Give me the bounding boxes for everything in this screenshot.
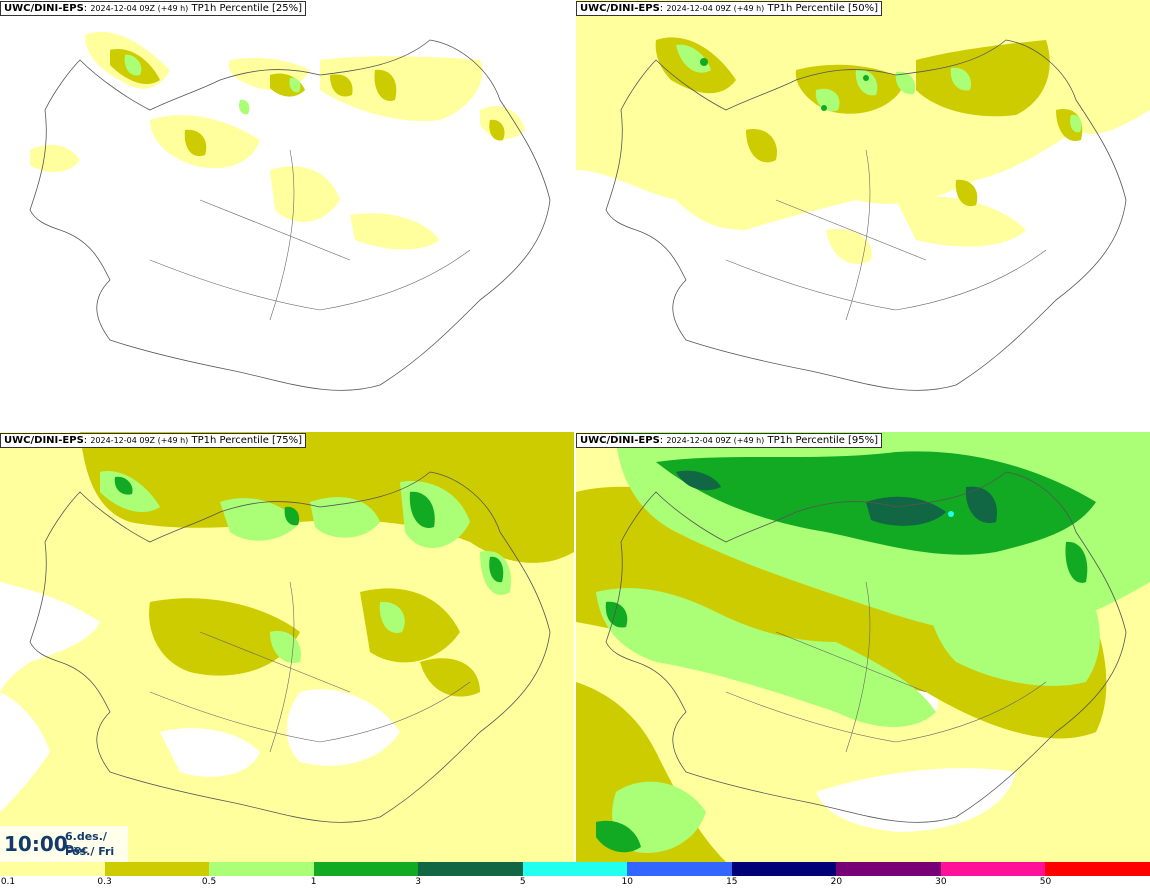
legend-swatch <box>418 862 523 876</box>
panel-meta: 2024-12-04 09Z (+49 h) <box>666 4 765 13</box>
legend-tick-label: 5 <box>519 877 526 887</box>
legend-swatch <box>522 862 628 876</box>
panel-brand: UWC/DINI-EPS <box>580 3 660 14</box>
legend-swatch <box>104 862 210 876</box>
panel-brand: UWC/DINI-EPS <box>580 435 660 446</box>
precip-map-p25 <box>29 31 551 391</box>
legend-swatch <box>0 862 105 876</box>
legend-tick-label: 50 <box>1039 877 1052 887</box>
legend-tick-label: 30 <box>935 877 947 887</box>
legend-tick-label: 0.3 <box>97 877 112 887</box>
legend-swatch <box>731 862 837 876</box>
panel-title: UWC/DINI-EPS: 2024-12-04 09Z (+49 h) TP1… <box>576 433 883 448</box>
valid-date-line2: Fös./ Fri <box>65 845 115 858</box>
legend-tick-label: 1 <box>310 877 317 887</box>
map-panel-p25: UWC/DINI-EPS: 2024-12-04 09Z (+49 h) TP1… <box>0 0 574 430</box>
legend-tick-label: 0.1 <box>0 877 16 887</box>
map-panel-p50: UWC/DINI-EPS: 2024-12-04 09Z (+49 h) TP1… <box>576 0 1150 430</box>
legend-swatch <box>940 862 1046 876</box>
legend-tick-label: 0.5 <box>201 877 217 887</box>
legend-color-bar <box>0 862 1150 876</box>
valid-time-box: 10:00 6.des./ Dec Fös./ Fri <box>0 826 128 862</box>
legend-swatch <box>836 862 941 876</box>
legend-tick-label: 20 <box>830 877 843 887</box>
color-legend: 0.1 0.3 0.5 1 3 5 10 15 20 30 50 <box>0 862 1150 891</box>
panel-product: TP1h Percentile [50%] <box>767 3 879 14</box>
legend-swatch <box>1045 862 1150 876</box>
map-panel-p75: UWC/DINI-EPS: 2024-12-04 09Z (+49 h) TP1… <box>0 432 574 862</box>
panel-product: TP1h Percentile [95%] <box>767 435 879 446</box>
precip-map-p95 <box>576 432 1150 862</box>
map-panel-p95: UWC/DINI-EPS: 2024-12-04 09Z (+49 h) TP1… <box>576 432 1150 862</box>
panel-title: UWC/DINI-EPS: 2024-12-04 09Z (+49 h) TP1… <box>0 1 307 16</box>
panel-brand: UWC/DINI-EPS <box>4 3 84 14</box>
legend-swatch <box>627 862 732 876</box>
panel-title: UWC/DINI-EPS: 2024-12-04 09Z (+49 h) TP1… <box>0 433 307 448</box>
panel-product: TP1h Percentile [25%] <box>191 3 303 14</box>
panel-meta: 2024-12-04 09Z (+49 h) <box>666 436 765 445</box>
panel-divider-horizontal <box>0 430 1150 432</box>
panel-meta: 2024-12-04 09Z (+49 h) <box>90 4 189 13</box>
precip-map-p75 <box>0 432 574 862</box>
panel-product: TP1h Percentile [75%] <box>191 435 303 446</box>
legend-tick-label: 15 <box>726 877 738 887</box>
panel-title: UWC/DINI-EPS: 2024-12-04 09Z (+49 h) TP1… <box>576 1 883 16</box>
valid-time: 10:00 <box>4 832 68 856</box>
legend-swatch <box>313 862 419 876</box>
legend-tick-label: 3 <box>415 877 422 887</box>
panel-meta: 2024-12-04 09Z (+49 h) <box>90 436 189 445</box>
precip-map-p50 <box>576 0 1150 391</box>
panel-brand: UWC/DINI-EPS <box>4 435 84 446</box>
valid-date-line1: 6.des./ Dec <box>65 830 107 856</box>
legend-swatch <box>209 862 314 876</box>
legend-tick-label: 10 <box>621 877 633 887</box>
